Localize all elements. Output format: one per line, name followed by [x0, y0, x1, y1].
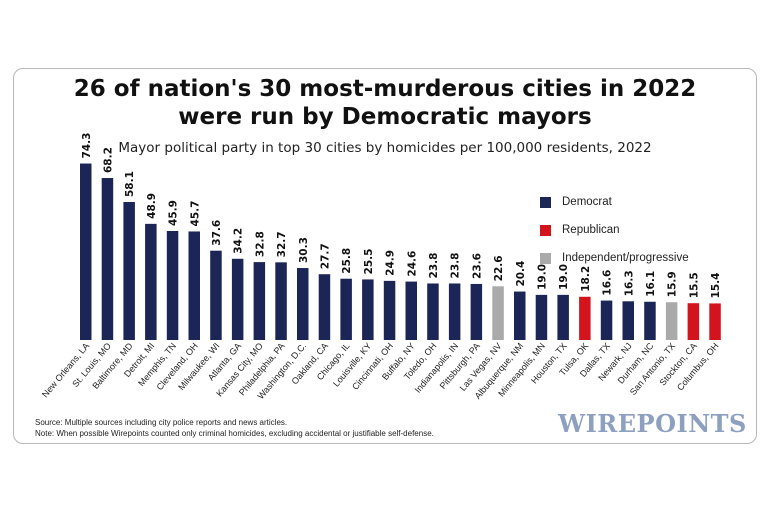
bar-atlanta-ga: [231, 258, 244, 340]
value-label-indianapolis-in: 23.8: [450, 253, 462, 279]
legend-label-republican: Republican: [562, 224, 620, 236]
value-label-dallas-tx: 16.6: [602, 270, 614, 296]
value-label-columbus-oh: 15.4: [710, 273, 722, 299]
value-label-oakland-ca: 27.7: [319, 243, 331, 269]
value-label-pittsburgh-pa: 23.6: [471, 253, 483, 279]
value-label-durham-nc: 16.1: [645, 271, 657, 297]
value-label-newark-nj: 16.3: [623, 270, 635, 296]
bar-st-louis-mo: [101, 178, 114, 340]
legend-item-republican: Republican: [540, 223, 689, 237]
chart-title-line-2: were run by Democratic mayors: [178, 104, 592, 130]
bar-oakland-ca: [318, 274, 331, 340]
bar-new-orleans-la: [80, 163, 92, 340]
legend: Democrat Republican Independent/progress…: [540, 195, 689, 279]
bar-houston-tx: [557, 294, 569, 340]
value-label-albuquerque-nm: 20.4: [515, 261, 527, 287]
value-label-houston-tx: 19.0: [558, 264, 570, 290]
bar-memphis-tn: [166, 230, 179, 340]
value-label-kansas-city-mo: 32.8: [254, 231, 266, 257]
bar-stockton-ca: [687, 303, 700, 340]
legend-label-independent: Independent/progressive: [562, 252, 689, 264]
bar-san-antonio-tx: [665, 302, 678, 340]
bar-buffalo-ny: [405, 281, 417, 340]
bar-dallas-tx: [600, 300, 613, 340]
bar-tulsa-ok: [579, 296, 591, 340]
bar-pittsburgh-pa: [470, 283, 483, 340]
legend-swatch-republican: [540, 224, 551, 236]
value-label-louisville-ky: 25.5: [363, 249, 375, 275]
bar-philadelphia-pa: [275, 262, 287, 340]
value-label-cincinnati-oh: 24.9: [385, 250, 397, 276]
value-label-atlanta-ga: 34.2: [233, 228, 245, 254]
legend-swatch-independent: [540, 252, 551, 264]
bar-albuquerque-nm: [514, 291, 526, 340]
bar-washington-d-c: [297, 268, 309, 340]
chart-subtitle: Mayor political party in top 30 cities b…: [118, 140, 652, 156]
bar-columbus-oh: [709, 303, 721, 340]
value-label-chicago-il: 25.8: [341, 248, 353, 274]
chart-title-line-1: 26 of nation's 30 most-murderous cities …: [73, 76, 697, 102]
source-line: Source: Multiple sources including city …: [35, 418, 288, 427]
bar-cleveland-oh: [188, 231, 200, 340]
value-label-las-vegas-nv: 22.6: [493, 255, 505, 281]
source-note: Source: Multiple sources including city …: [35, 417, 434, 439]
note-line: Note: When possible Wirepoints counted o…: [35, 429, 434, 438]
value-label-tulsa-ok: 18.2: [580, 266, 592, 292]
bar-newark-nj: [622, 301, 634, 340]
value-label-detroit-mi: 48.9: [146, 193, 158, 219]
value-label-minneapolis-mn: 19.0: [536, 264, 548, 290]
value-label-new-orleans-la: 74.3: [81, 133, 93, 159]
bar-minneapolis-mn: [535, 294, 548, 340]
bar-indianapolis-in: [448, 283, 461, 340]
value-label-buffalo-ny: 24.6: [406, 251, 418, 277]
value-label-san-antonio-tx: 15.9: [667, 271, 679, 297]
bar-detroit-mi: [145, 223, 157, 340]
value-label-philadelphia-pa: 32.7: [276, 231, 288, 257]
value-label-cleveland-oh: 45.7: [189, 201, 201, 227]
bar-louisville-ky: [362, 279, 374, 340]
value-label-st-louis-mo: 68.2: [102, 147, 114, 173]
bar-baltimore-md: [123, 202, 135, 340]
bar-cincinnati-oh: [383, 280, 396, 340]
bar-toledo-oh: [427, 283, 439, 340]
legend-swatch-democrat: [540, 196, 551, 208]
bar-las-vegas-nv: [492, 286, 504, 340]
value-label-stockton-ca: 15.5: [688, 272, 700, 298]
chart-card: [13, 68, 757, 444]
bar-durham-nc: [644, 301, 656, 340]
bar-chicago-il: [340, 278, 352, 340]
value-label-memphis-tn: 45.9: [168, 200, 180, 226]
value-label-milwaukee-wi: 37.6: [211, 220, 223, 246]
value-label-washington-d-c: 30.3: [298, 237, 310, 263]
legend-item-democrat: Democrat: [540, 195, 689, 209]
bar-milwaukee-wi: [210, 250, 222, 340]
bar-kansas-city-mo: [253, 262, 266, 340]
value-label-toledo-oh: 23.8: [428, 253, 440, 279]
legend-item-independent: Independent/progressive: [540, 251, 689, 265]
wirepoints-logo: WIREPOINTS: [558, 409, 747, 438]
value-label-baltimore-md: 58.1: [124, 171, 136, 197]
legend-label-democrat: Democrat: [562, 196, 612, 208]
